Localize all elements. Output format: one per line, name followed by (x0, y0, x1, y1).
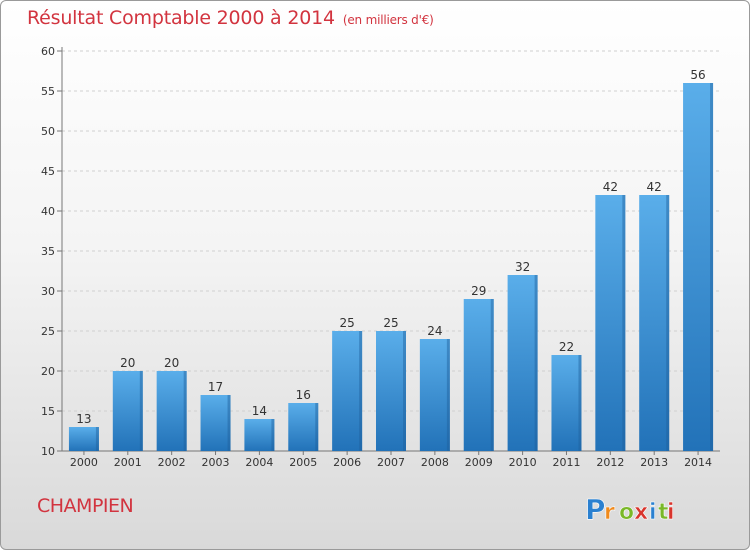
y-tick-label: 25 (41, 325, 55, 338)
x-tick-label: 2009 (465, 456, 493, 469)
data-label: 25 (339, 316, 354, 330)
data-label: 29 (471, 284, 486, 298)
logo-letter: i (667, 500, 675, 525)
x-tick-label: 2014 (684, 456, 712, 469)
bar (683, 83, 714, 451)
chart-title: Résultat Comptable 2000 à 2014 (en millie… (27, 7, 434, 29)
data-label: 17 (208, 380, 223, 394)
bar-edge (359, 331, 363, 451)
bar (551, 355, 582, 451)
x-tick-label: 2001 (114, 456, 142, 469)
bar-edge (95, 427, 99, 451)
x-tick-label: 2003 (202, 456, 230, 469)
x-tick-label: 2007 (377, 456, 405, 469)
bar-edge (139, 371, 143, 451)
bar-edge (710, 83, 714, 451)
y-tick-label: 15 (41, 405, 55, 418)
bar-edge (622, 195, 626, 451)
chart-unit: (en milliers d'€) (342, 13, 434, 27)
logo-letter: P (585, 493, 606, 526)
bar-edge (490, 299, 494, 451)
data-label: 14 (252, 404, 267, 418)
x-tick-label: 2010 (509, 456, 537, 469)
y-tick-label: 30 (41, 285, 55, 298)
x-tick-label: 2005 (289, 456, 317, 469)
data-label: 42 (647, 180, 662, 194)
data-label: 32 (515, 260, 530, 274)
data-label: 20 (120, 356, 135, 370)
bar (200, 395, 231, 451)
y-tick-label: 45 (41, 165, 55, 178)
x-tick-label: 2011 (552, 456, 580, 469)
bar-edge (446, 339, 450, 451)
bar (156, 371, 187, 451)
data-label: 16 (296, 388, 311, 402)
data-label: 22 (559, 340, 574, 354)
x-tick-label: 2000 (70, 456, 98, 469)
x-tick-label: 2006 (333, 456, 361, 469)
logo-letter: i (649, 500, 657, 525)
logo-letter: r (604, 500, 615, 525)
data-label: 20 (164, 356, 179, 370)
chart-title-text: Résultat Comptable 2000 à 2014 (27, 7, 335, 29)
logo-letter: o (619, 500, 634, 525)
bar (463, 299, 494, 451)
bar (112, 371, 143, 451)
bar (332, 331, 363, 451)
bar (288, 403, 319, 451)
y-tick-label: 50 (41, 125, 55, 138)
data-label: 24 (427, 324, 442, 338)
bar-edge (315, 403, 319, 451)
y-tick-label: 60 (41, 45, 55, 58)
data-label: 42 (603, 180, 618, 194)
bar-edge (534, 275, 538, 451)
y-tick-label: 55 (41, 85, 55, 98)
x-tick-label: 2004 (245, 456, 273, 469)
bar-edge (227, 395, 231, 451)
bar (639, 195, 670, 451)
bar-edge (271, 419, 275, 451)
x-tick-label: 2013 (640, 456, 668, 469)
logo-letter: x (634, 500, 648, 525)
x-tick-label: 2002 (158, 456, 186, 469)
y-tick-label: 10 (41, 445, 55, 458)
y-tick-label: 40 (41, 205, 55, 218)
bar (595, 195, 626, 451)
x-tick-label: 2008 (421, 456, 449, 469)
bar-edge (578, 355, 582, 451)
bar (244, 419, 275, 451)
bar (507, 275, 538, 451)
bar-edge (403, 331, 406, 451)
commune-name: CHAMPIEN (37, 495, 134, 517)
bar (419, 339, 450, 451)
logo-letter: t (658, 500, 669, 525)
data-label: 56 (690, 68, 705, 82)
bar (68, 427, 99, 451)
y-tick-label: 35 (41, 245, 55, 258)
y-tick-label: 20 (41, 365, 55, 378)
bar-edge (183, 371, 187, 451)
data-label: 13 (76, 412, 91, 426)
bar-edge (666, 195, 670, 451)
data-label: 25 (383, 316, 398, 330)
bar (376, 331, 406, 451)
x-tick-label: 2012 (596, 456, 624, 469)
